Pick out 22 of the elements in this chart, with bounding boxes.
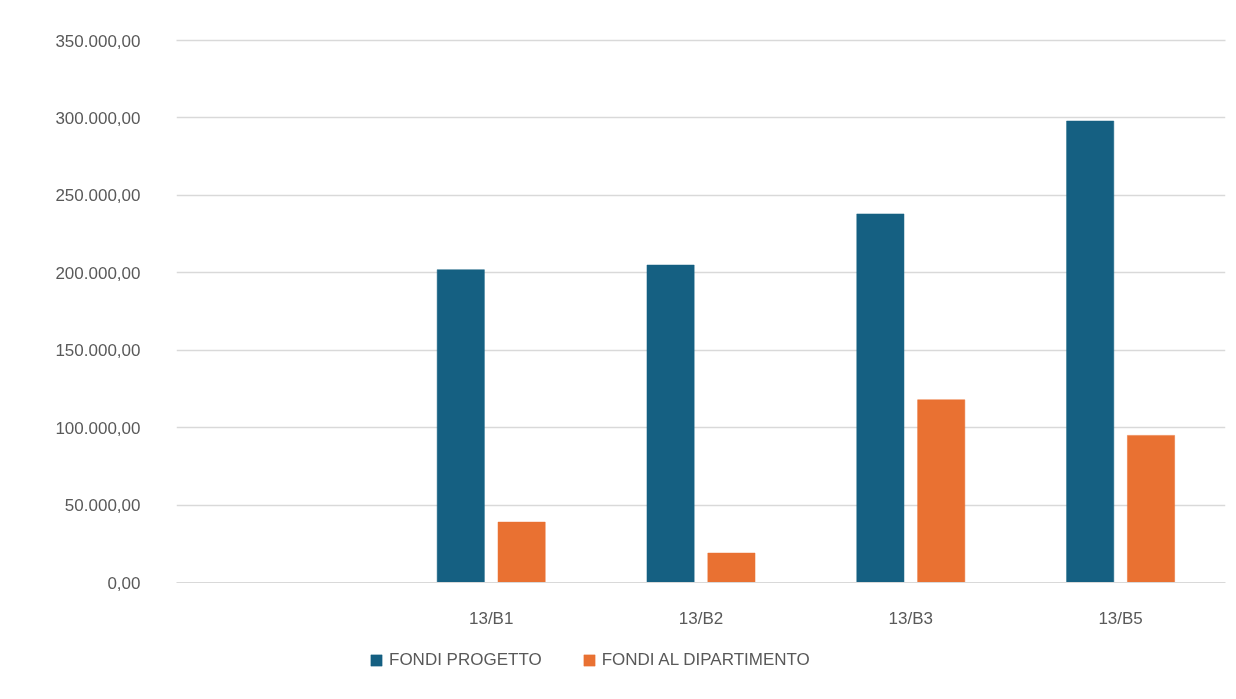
x-tick-label: 13/B5 bbox=[1098, 608, 1143, 628]
y-tick-label: 150.000,00 bbox=[55, 341, 141, 361]
bar bbox=[1127, 435, 1175, 583]
x-tick-label: 13/B3 bbox=[888, 608, 934, 628]
y-tick-label: 50.000,00 bbox=[64, 496, 141, 516]
bar bbox=[707, 552, 756, 583]
bar bbox=[436, 269, 485, 583]
bar bbox=[917, 399, 966, 583]
y-tick-label: 250.000,00 bbox=[55, 186, 141, 206]
legend-label: FONDI AL DIPARTIMENTO bbox=[601, 650, 810, 670]
y-tick-label: 300.000,00 bbox=[55, 108, 141, 128]
x-tick-label: 13/B2 bbox=[678, 608, 724, 628]
bar bbox=[856, 213, 905, 583]
bar bbox=[1066, 120, 1115, 583]
bar bbox=[646, 264, 695, 583]
y-tick-label: 100.000,00 bbox=[55, 418, 141, 438]
legend-label: FONDI PROGETTO bbox=[389, 650, 542, 670]
x-tick-label: 13/B1 bbox=[468, 608, 514, 628]
bar bbox=[497, 521, 546, 583]
y-tick-label: 350.000,00 bbox=[55, 31, 141, 51]
y-tick-label: 200.000,00 bbox=[55, 263, 141, 283]
y-tick-label: 0,00 bbox=[107, 573, 141, 593]
